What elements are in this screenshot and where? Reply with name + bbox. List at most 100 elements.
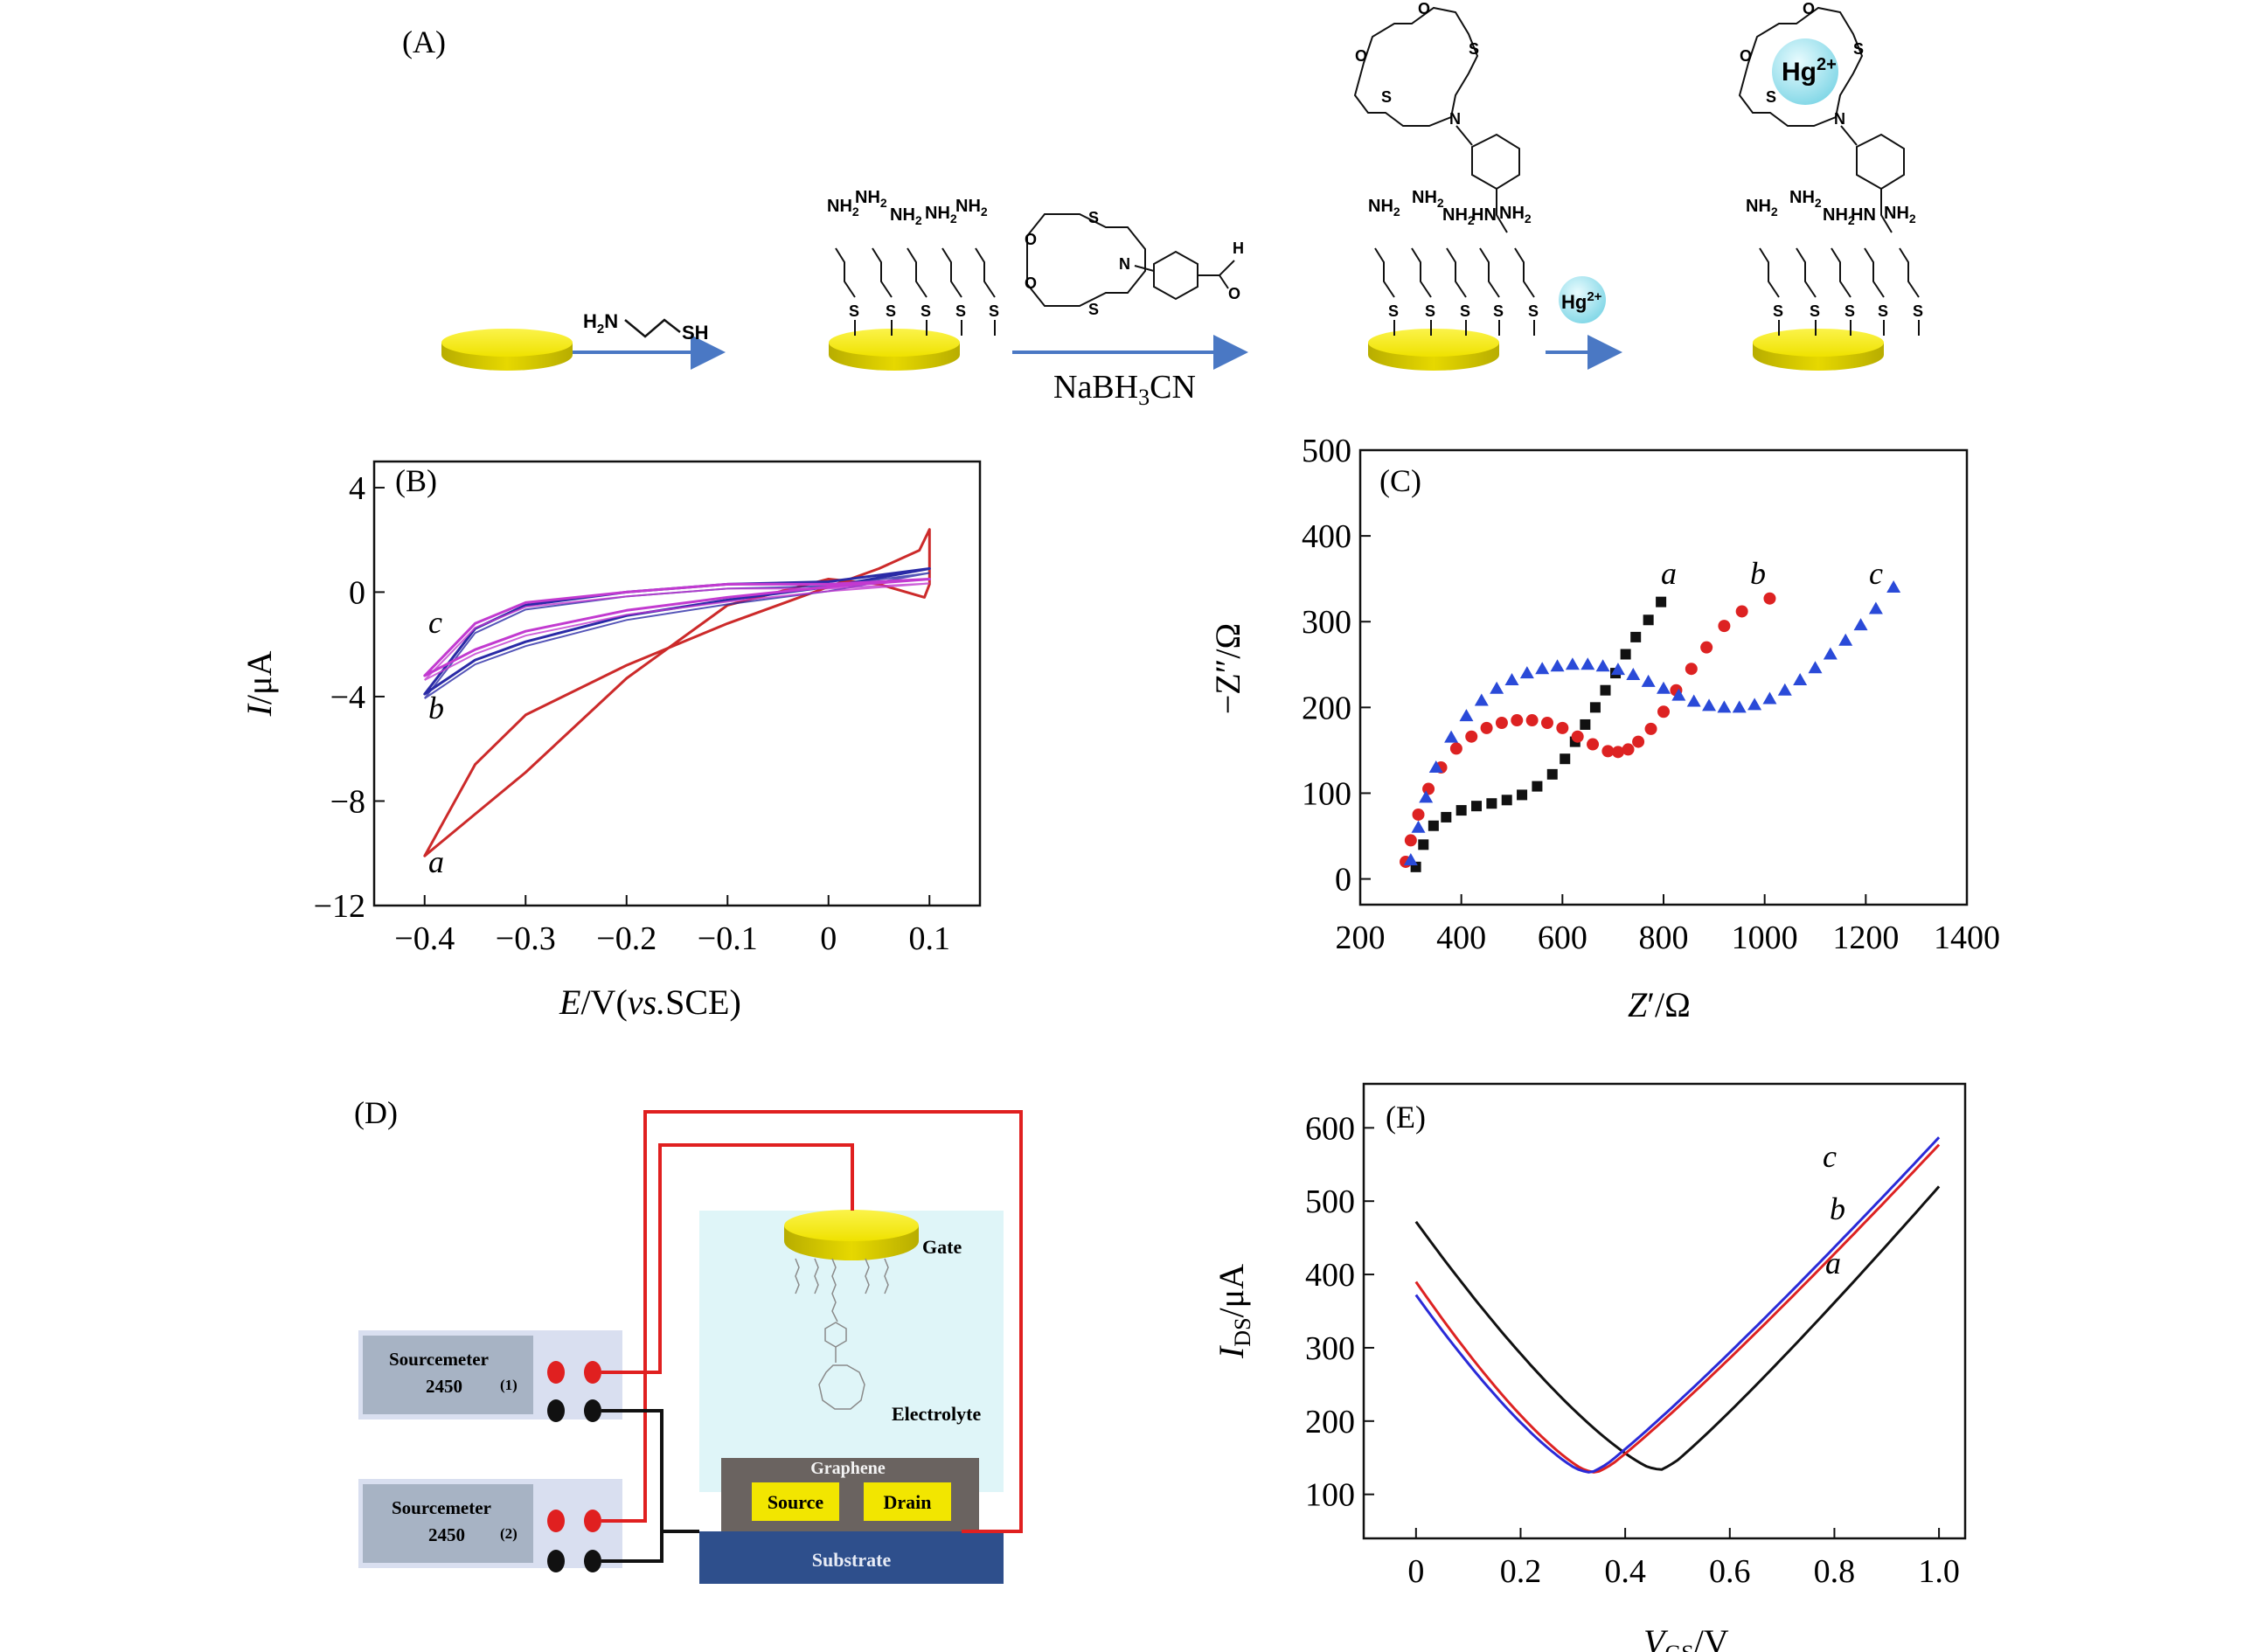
eis-point-a: [1441, 811, 1452, 823]
e3-chain-4-s: S: [1528, 302, 1539, 320]
eis-point-b: [1657, 705, 1670, 718]
e3-amine-1: NH2: [1412, 188, 1444, 210]
y-tick-label: 600: [1305, 1110, 1355, 1147]
gold-disc-top: [441, 329, 573, 357]
eis-point-c: [1641, 674, 1656, 687]
sourcemeter-2-red-terminal-a[interactable]: [547, 1510, 565, 1532]
series-label-c-a: a: [1661, 556, 1677, 591]
e4-chain-2-s: S: [1845, 302, 1855, 320]
eis-point-b: [1480, 721, 1493, 734]
eis-point-b: [1601, 745, 1615, 758]
eis-point-c: [1808, 661, 1823, 674]
y-tick-label: 400: [1302, 518, 1351, 555]
y-tick-label: 0: [1335, 862, 1351, 899]
eis-point-c: [1565, 657, 1580, 670]
eis-point-c: [1717, 700, 1732, 713]
eis-point-b: [1422, 782, 1435, 795]
panel-b-label: (B): [395, 463, 437, 498]
e4-chain-0-s: S: [1773, 302, 1783, 320]
chain-1-s: S: [886, 302, 896, 320]
chain-1-chain: [872, 247, 893, 298]
reagent-crown-n: N: [1119, 255, 1130, 273]
sourcemeter-1-red-terminal-a[interactable]: [547, 1361, 565, 1384]
crown-ring: [1738, 6, 1864, 127]
eis-point-c: [1474, 693, 1489, 706]
eis-point-b: [1622, 743, 1635, 756]
eis-point-c: [1747, 698, 1762, 711]
y-tick-label: 500: [1305, 1183, 1355, 1220]
transfer-curve-b: [1414, 1143, 1941, 1474]
series-label-c-b: b: [1750, 556, 1766, 591]
eis-point-b: [1763, 592, 1776, 605]
series-label-b-c: c: [428, 605, 442, 640]
eis-point-c: [1626, 668, 1641, 681]
y-tick-label: 400: [1305, 1257, 1355, 1294]
crown-s-1: S: [1853, 40, 1864, 58]
e4-amine-3: NH2: [1884, 204, 1916, 226]
electrolyte-label: Electrolyte: [892, 1403, 981, 1425]
sourcemeter-1-black-terminal-b[interactable]: [584, 1399, 601, 1422]
x-axis-label-b: E/V(vs.SCE): [559, 982, 741, 1022]
eis-point-a: [1589, 702, 1601, 713]
eis-point-a: [1455, 805, 1467, 816]
eis-point-b: [1685, 663, 1698, 676]
substrate-label: Substrate: [812, 1549, 892, 1571]
e3-chain-0-s: S: [1388, 302, 1399, 320]
eis-point-b: [1644, 722, 1657, 735]
x-tick-label: 0.1: [909, 920, 951, 957]
y-tick-label: 200: [1302, 690, 1351, 726]
eis-point-c: [1403, 852, 1418, 865]
benzene-ring: [1471, 133, 1520, 191]
eis-point-b: [1611, 746, 1624, 759]
x-tick-label: −0.3: [496, 920, 556, 957]
crown-o-2: O: [1418, 0, 1430, 17]
sourcemeter-2-black-terminal-a[interactable]: [547, 1550, 565, 1572]
eis-point-c: [1490, 681, 1504, 694]
eis-point-c: [1777, 683, 1792, 696]
cv-curve-b-cycle2: [424, 572, 930, 699]
crown-s-1: S: [1469, 40, 1479, 58]
gold-disc-top: [1753, 329, 1884, 357]
e3-chain-3-chain: [1479, 247, 1500, 298]
x-tick-label: 600: [1538, 920, 1587, 956]
sourcemeter-2-red-terminal-b[interactable]: [584, 1510, 601, 1532]
hg-ion-reagent: Hg2+: [1559, 276, 1606, 323]
eis-point-a: [1580, 718, 1591, 730]
transfer-curve-c: [1414, 1136, 1941, 1474]
source-label: Source: [768, 1491, 824, 1513]
e4-chain-1-s: S: [1810, 302, 1820, 320]
amine-label-2: NH2: [890, 205, 922, 227]
wire-drain: [601, 1110, 1023, 1533]
crown-o-2: O: [1803, 0, 1815, 17]
sourcemeter-2-black-terminal-b[interactable]: [584, 1550, 601, 1572]
wire-gate: [601, 1143, 854, 1374]
hg-ion-label: Hg2+: [1782, 55, 1837, 87]
chain-0-s: S: [849, 302, 859, 320]
e4-chain-2-chain: [1831, 247, 1851, 298]
y-axis-label-c: −Z″/Ω: [1208, 623, 1247, 715]
e3-chain-2-chain: [1446, 247, 1467, 298]
e3-chain-4-chain: [1514, 247, 1535, 298]
crown-o-1: O: [1740, 47, 1752, 65]
axis-ticks-e: 0 0.2 0.4 0.6 0.8 1.0 100 200 300 400 500 600: [1305, 1110, 1960, 1590]
reagent-aldehyde-o: O: [1228, 285, 1240, 302]
eis-point-a: [1486, 798, 1497, 809]
eis-point-c: [1838, 633, 1853, 646]
sourcemeter-1-red-terminal-b[interactable]: [584, 1361, 601, 1384]
e3-hn-label: HN: [1471, 205, 1497, 225]
x-tick-label: −0.1: [698, 920, 758, 957]
y-tick-label: 100: [1305, 1477, 1355, 1514]
eis-point-b: [1495, 717, 1508, 729]
crown-s-2: S: [1381, 88, 1392, 106]
eis-point-a: [1471, 801, 1483, 812]
eis-point-a: [1630, 631, 1642, 642]
eis-point-c: [1823, 647, 1838, 660]
e4-amine-0: NH2: [1746, 197, 1778, 219]
eis-point-c: [1793, 672, 1808, 685]
amine-label-0: NH2: [827, 197, 859, 219]
sourcemeter-1-black-terminal-a[interactable]: [547, 1399, 565, 1422]
crown-ring: [1353, 6, 1479, 127]
x-tick-label: 1000: [1732, 920, 1798, 956]
e4-chain-4-s: S: [1913, 302, 1923, 320]
